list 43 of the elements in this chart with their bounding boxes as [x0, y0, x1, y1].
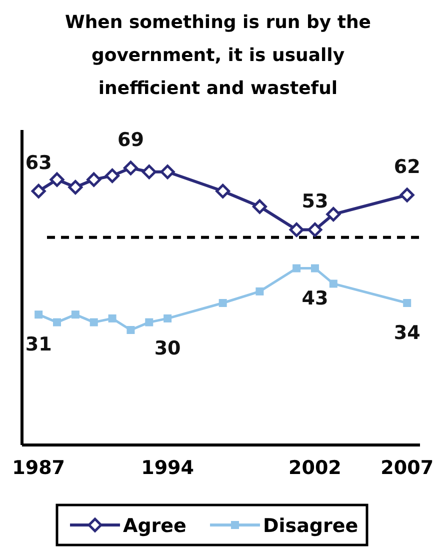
point: [252, 199, 267, 214]
point: [126, 326, 135, 334]
point: [256, 287, 264, 296]
data-label: 69: [117, 129, 144, 151]
point: [105, 168, 120, 183]
point: [31, 184, 46, 198]
point: [216, 184, 230, 198]
point: [308, 222, 322, 237]
point: [90, 318, 98, 326]
point: [68, 180, 83, 195]
point: [53, 318, 62, 326]
point: [145, 318, 154, 326]
legend-label: Agree: [123, 515, 186, 537]
point: [50, 172, 64, 187]
point: [160, 164, 175, 180]
data-label: 34: [394, 322, 420, 344]
data-label: 63: [25, 152, 52, 174]
data-label: 62: [394, 156, 420, 178]
data-label: 31: [25, 334, 52, 356]
point: [164, 314, 172, 322]
x-tick-label: 1987: [12, 457, 66, 479]
data-label: 43: [302, 287, 328, 310]
legend-label: Disagree: [263, 515, 358, 537]
point: [292, 264, 301, 272]
point: [310, 264, 319, 272]
point: [123, 160, 138, 176]
point: [218, 299, 227, 307]
point: [400, 188, 414, 202]
point: [71, 310, 80, 319]
point: [86, 172, 102, 187]
point: [289, 222, 304, 237]
point: [142, 164, 156, 180]
data-label: 30: [154, 337, 181, 360]
point: [34, 310, 43, 319]
point: [108, 314, 116, 322]
x-tick-label: 2002: [288, 457, 342, 479]
point: [329, 280, 338, 288]
chart-title: When something is run by the government, it is usually inefficient and wasteful: [65, 12, 371, 99]
x-tick-label: 2007: [380, 457, 434, 479]
point: [326, 207, 341, 222]
x-tick-label: 1994: [141, 457, 194, 479]
point: [403, 299, 412, 307]
data-label: 53: [302, 190, 328, 213]
